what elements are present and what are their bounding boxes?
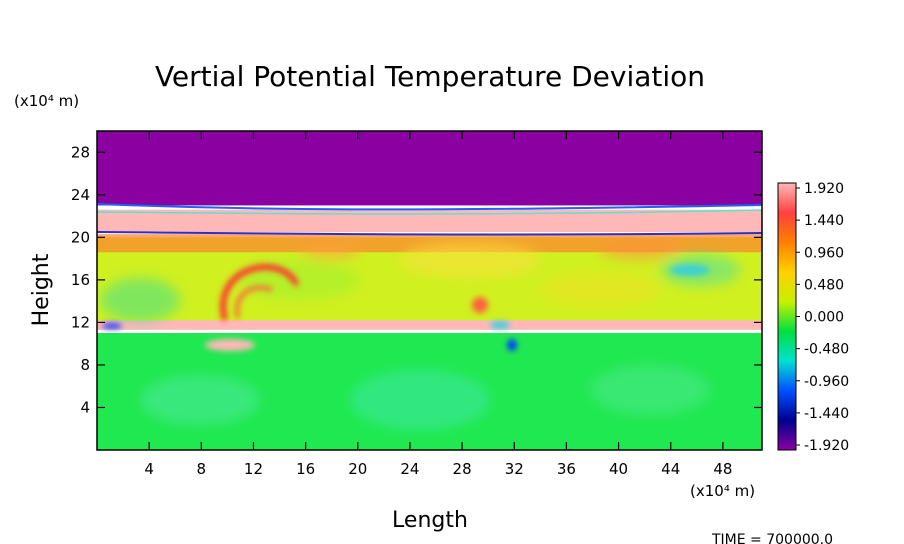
colorbar-label: 1.920: [804, 181, 844, 197]
x-tick-label: 12: [244, 460, 263, 478]
x-tick-label: 28: [453, 460, 472, 478]
colorbar-label: 1.440: [804, 213, 844, 229]
colorbar-label: 0.960: [804, 245, 844, 261]
x-unit-label: (x10⁴ m): [690, 482, 755, 500]
plot-frame: [96, 130, 763, 451]
x-tick-label: 48: [713, 460, 732, 478]
y-unit-label: (x10⁴ m): [14, 92, 79, 110]
chart-title: Vertial Potential Temperature Deviation: [155, 60, 705, 93]
x-axis-label: Length: [392, 508, 468, 533]
y-tick-label: 28: [71, 143, 90, 161]
y-tick-label: 16: [71, 271, 90, 289]
heatmap-band-upper-warm-layer: [97, 209, 762, 233]
colorbar-label: 0.480: [804, 277, 844, 293]
x-tick-label: 44: [661, 460, 680, 478]
heatmap-band-transition: [97, 234, 762, 253]
x-tick-label: 24: [400, 460, 419, 478]
colorbar-label: 0.000: [804, 310, 844, 326]
x-tick-label: 8: [197, 460, 207, 478]
x-tick-label: 4: [144, 460, 154, 478]
colorbar-label: -1.920: [804, 438, 849, 454]
x-tick-label: 36: [557, 460, 576, 478]
colorbar-label: -1.440: [804, 406, 849, 422]
y-tick-label: 20: [71, 228, 90, 246]
y-axis-label: Height: [29, 253, 54, 326]
time-label: TIME = 700000.0: [711, 532, 833, 544]
y-tick-label: 12: [71, 313, 90, 331]
x-tick-label: 40: [609, 460, 628, 478]
heatmap-band-stratosphere: [97, 131, 762, 206]
y-tick-label: 24: [71, 186, 90, 204]
colorbar-gradient: [777, 182, 797, 451]
y-axis: 4 8 12 16 20 24 28: [71, 143, 762, 416]
colorbar-label: -0.960: [804, 374, 849, 390]
plot-area: [97, 131, 762, 450]
x-tick-label: 32: [505, 460, 524, 478]
y-tick-label: 4: [80, 398, 90, 416]
heatmap-band-warm-line: [97, 320, 762, 330]
x-tick-label: 16: [296, 460, 315, 478]
y-tick-label: 8: [80, 356, 90, 374]
colorbar-label: -0.480: [804, 342, 849, 358]
heatmap-detail: [97, 203, 762, 430]
colorbar: 1.920 1.440 0.960 0.480 0.000 -0.480 -0.960 -1.…: [777, 181, 849, 454]
x-tick-label: 20: [348, 460, 367, 478]
x-axis: 4 8 12 16 20 24 28 32 36 40 44 48: [144, 131, 732, 478]
